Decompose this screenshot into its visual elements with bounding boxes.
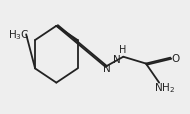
Text: H: H (119, 45, 126, 55)
Text: N: N (113, 54, 121, 64)
Text: H$_3$C: H$_3$C (8, 28, 29, 42)
Text: NH$_2$: NH$_2$ (154, 80, 175, 94)
Text: O: O (171, 53, 179, 63)
Text: N: N (103, 64, 111, 74)
